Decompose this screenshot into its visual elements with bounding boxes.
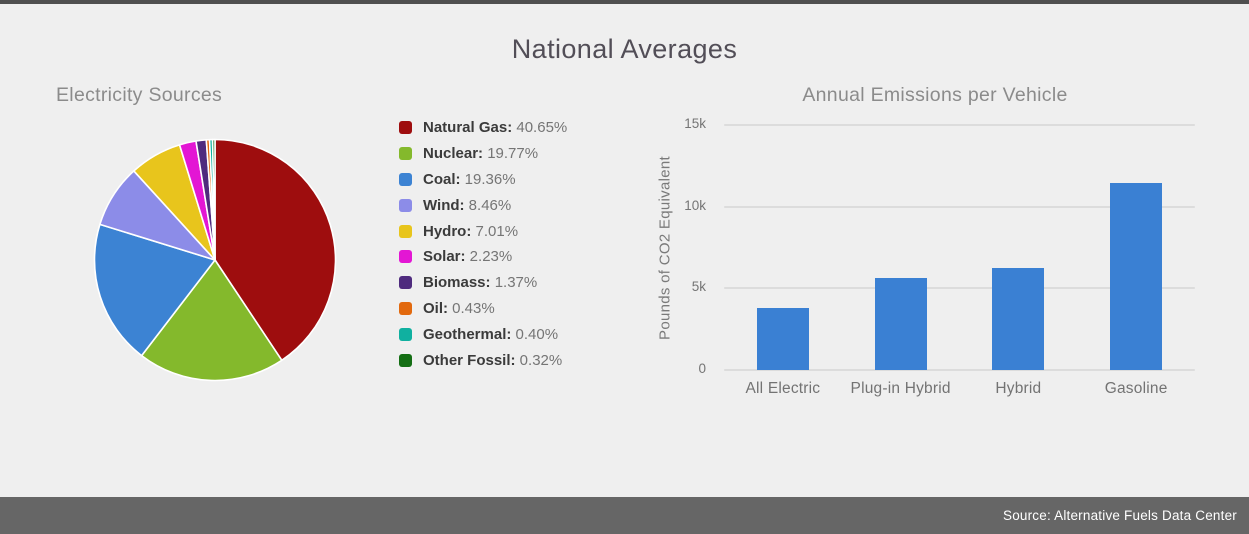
legend-item-natural-gas[interactable]: Natural Gas: 40.65% xyxy=(399,115,567,141)
legend-value-solar: 2.23% xyxy=(465,248,513,266)
bar-all-electric[interactable] xyxy=(756,308,809,370)
pie-slice-coal[interactable] xyxy=(93,223,216,357)
y-tick-0: 0 xyxy=(698,361,706,376)
legend-swatch-wind xyxy=(399,198,412,212)
y-tick-15k: 15k xyxy=(684,116,706,131)
bar-gasoline[interactable] xyxy=(1110,183,1163,370)
y-axis-ticks: 0 5k 10k 15k xyxy=(650,116,706,376)
legend-label-geothermal: Geothermal: 0.40% xyxy=(423,325,559,343)
legend-swatch-other-fossil xyxy=(399,353,412,367)
pie-slice-nuclear[interactable] xyxy=(140,259,283,382)
pie-legend: Natural Gas: 40.65% Nuclear: 19.77% Coal: … xyxy=(399,115,567,373)
pie-slice-other-fossil[interactable] xyxy=(211,138,216,261)
legend-swatch-nuclear xyxy=(399,147,412,161)
legend-value-hydro: 7.01% xyxy=(471,222,519,240)
source-bar: Source: Alternative Fuels Data Center xyxy=(0,497,1249,534)
bar-plug-in-hybrid[interactable] xyxy=(874,277,927,370)
legend-label-coal: Coal: 19.36% xyxy=(423,170,516,188)
legend-item-nuclear[interactable]: Nuclear: 19.77% xyxy=(399,141,567,167)
legend-value-oil: 0.43% xyxy=(448,299,495,317)
legend-swatch-solar xyxy=(399,250,412,264)
x-label-all-electric: All Electric xyxy=(745,380,821,397)
legend-value-nuclear: 19.77% xyxy=(483,145,539,163)
legend-item-wind[interactable]: Wind: 8.46% xyxy=(399,192,567,218)
gridline-0 xyxy=(724,369,1195,371)
legend-item-other-fossil[interactable]: Other Fossil: 0.32% xyxy=(399,347,567,373)
y-tick-5k: 5k xyxy=(691,279,706,295)
legend-swatch-natural-gas xyxy=(399,121,412,135)
legend-item-biomass[interactable]: Biomass: 1.37% xyxy=(399,270,567,296)
x-axis-labels: All Electric Plug-in Hybrid Hybrid Gasoline xyxy=(724,380,1195,400)
y-tick-10k: 10k xyxy=(684,197,706,213)
source-text: Source: Alternative Fuels Data Center xyxy=(1002,508,1237,523)
bar-section-title: Annual Emissions per Vehicle xyxy=(802,84,1068,106)
legend-item-solar[interactable]: Solar: 2.23% xyxy=(399,244,567,270)
x-label-plug-in-hybrid: Plug-in Hybrid xyxy=(850,380,951,397)
gridline-10k xyxy=(724,205,1195,208)
x-label-hybrid: Hybrid xyxy=(995,380,1042,397)
legend-label-oil: Oil: 0.43% xyxy=(423,299,495,317)
legend-swatch-oil xyxy=(399,301,412,315)
legend-value-biomass: 1.37% xyxy=(490,274,538,292)
emissions-bar-chart[interactable] xyxy=(724,124,1195,371)
legend-label-hydro: Hydro: 7.01% xyxy=(423,222,519,240)
legend-label-solar: Solar: 2.23% xyxy=(423,248,513,266)
legend-swatch-coal xyxy=(399,172,412,186)
legend-item-oil[interactable]: Oil: 0.43% xyxy=(399,296,567,322)
legend-value-natural-gas: 40.65% xyxy=(512,119,568,137)
legend-label-other-fossil: Other Fossil: 0.32% xyxy=(423,351,563,369)
legend-item-coal[interactable]: Coal: 19.36% xyxy=(399,167,567,193)
legend-swatch-biomass xyxy=(399,276,412,290)
gridline-5k xyxy=(724,287,1195,290)
legend-label-natural-gas: Natural Gas: 40.65% xyxy=(423,119,568,137)
gridline-15k xyxy=(724,124,1195,126)
legend-value-other-fossil: 0.32% xyxy=(515,351,563,369)
legend-item-hydro[interactable]: Hydro: 7.01% xyxy=(399,218,567,244)
legend-value-geothermal: 0.40% xyxy=(511,325,559,343)
legend-swatch-hydro xyxy=(399,224,412,238)
electricity-sources-pie-chart[interactable] xyxy=(92,137,338,383)
legend-label-nuclear: Nuclear: 19.77% xyxy=(423,145,539,163)
x-label-gasoline: Gasoline xyxy=(1104,380,1168,397)
legend-value-wind: 8.46% xyxy=(464,196,512,214)
legend-label-biomass: Biomass: 1.37% xyxy=(423,274,538,292)
top-bar xyxy=(0,0,1249,4)
bar-hybrid[interactable] xyxy=(992,267,1045,370)
legend-value-coal: 19.36% xyxy=(460,170,516,188)
pie-section-title: Electricity Sources xyxy=(56,84,223,106)
legend-label-wind: Wind: 8.46% xyxy=(423,196,512,214)
legend-item-geothermal[interactable]: Geothermal: 0.40% xyxy=(399,321,567,347)
legend-swatch-geothermal xyxy=(399,327,412,341)
page-title: National Averages xyxy=(511,34,738,64)
